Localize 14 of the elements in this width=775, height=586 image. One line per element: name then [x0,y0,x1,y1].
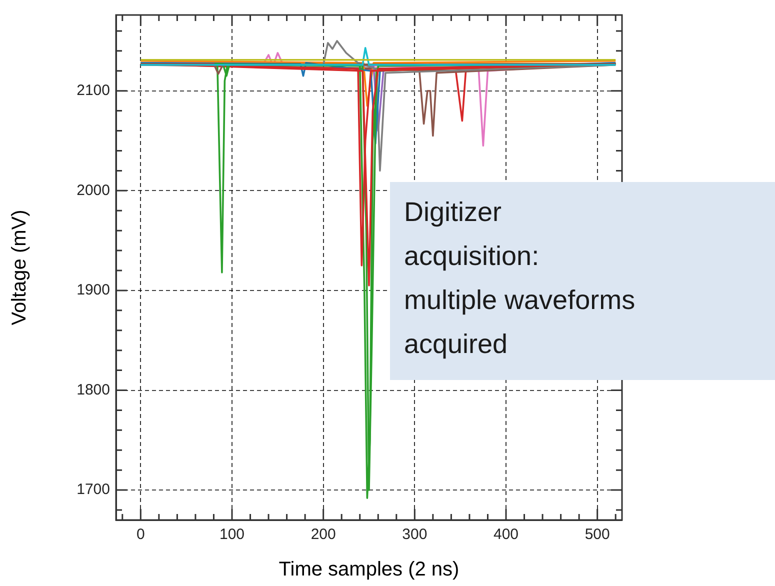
text-box: Digitizer acquisition: multiple waveforms acquired [390,182,775,380]
x-tick-label: 200 [310,526,336,544]
y-tick-label: 2100 [76,82,110,99]
x-tick-label: 0 [136,526,145,544]
y-tick-label: 1800 [76,381,110,398]
y-tick-label: 2000 [76,182,110,199]
y-axis-title: Voltage (mV) [8,210,31,326]
y-tick-label: 1700 [76,481,110,498]
x-axis-title: Time samples (2 ns) [278,558,460,581]
x-tick-label: 500 [584,526,610,544]
x-tick-label: 400 [493,526,519,544]
x-tick-label: 300 [402,526,428,544]
x-tick-label: 100 [219,526,245,544]
y-tick-label: 1900 [76,282,110,299]
